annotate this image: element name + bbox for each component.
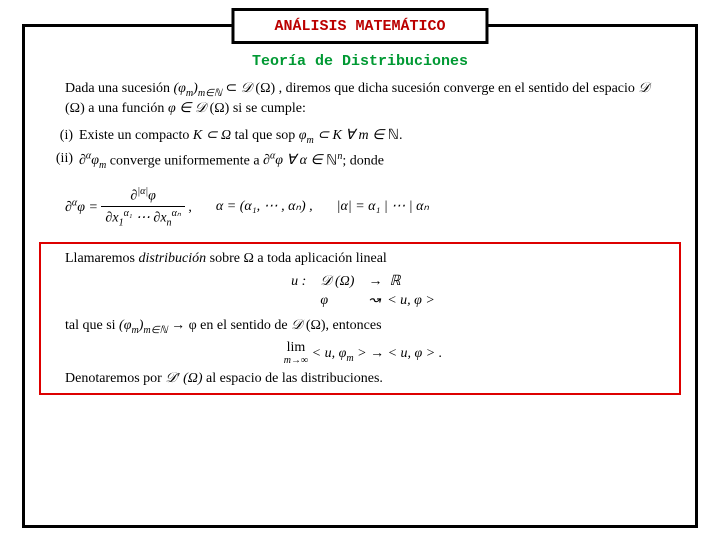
list-item: (ii) ∂αφm converge uniformemente a ∂αφ ∀… (45, 150, 675, 173)
derivative-formula: ∂αφ = ∂|α|φ ∂x1α₁ ⋯ ∂xnαₙ , α = (α₁, ⋯ ,… (35, 175, 685, 241)
intro-paragraph: Dada una sucesión (φm)m∈ℕ ⊂ 𝒟 (Ω) , dire… (35, 80, 685, 119)
math: (φm)m∈ℕ (173, 81, 222, 96)
math: (Ω) (252, 81, 279, 96)
math: 𝒟 (241, 81, 252, 96)
box-paragraph: tal que si (φm)m∈ℕ → φ en el sentido de … (65, 317, 661, 337)
box-paragraph: Llamaremos distribución sobre Ω a toda a… (65, 250, 661, 269)
title-box: ANÁLISIS MATEMÁTICO (231, 8, 488, 44)
text: a una función (88, 101, 168, 116)
outer-frame: Teoría de Distribuciones Dada una sucesi… (22, 24, 698, 528)
page-title: ANÁLISIS MATEMÁTICO (274, 18, 445, 35)
text: si se cumple: (233, 101, 306, 116)
list-body: Existe un compacto K ⊂ Ω tal que sop φm … (79, 127, 675, 147)
math: φ ∈ (168, 101, 195, 116)
formula-part: α = (α₁, ⋯ , αₙ) , (216, 198, 313, 217)
list-item: (i) Existe un compacto K ⊂ Ω tal que sop… (45, 127, 675, 147)
box-paragraph: Denotaremos por 𝒟′ (Ω) al espacio de las… (65, 370, 661, 389)
math: (Ω) (206, 101, 233, 116)
text: ⊂ (222, 81, 241, 96)
list-body: ∂αφm converge uniformemente a ∂αφ ∀ α ∈ … (79, 150, 675, 173)
formula-part: |α| = α₁ | ⋯ | αₙ (337, 198, 429, 217)
formula-part: ∂αφ = ∂|α|φ ∂x1α₁ ⋯ ∂xnαₙ , (65, 185, 192, 231)
math: 𝒟 (638, 81, 649, 96)
list-number: (ii) (45, 150, 79, 173)
definition-box: Llamaremos distribución sobre Ω a toda a… (39, 242, 681, 395)
conditions-list: (i) Existe un compacto K ⊂ Ω tal que sop… (35, 127, 685, 172)
subtitle: Teoría de Distribuciones (25, 53, 695, 70)
list-number: (i) (45, 127, 79, 147)
content-area: Dada una sucesión (φm)m∈ℕ ⊂ 𝒟 (Ω) , dire… (25, 80, 695, 401)
math: 𝒟 (195, 101, 206, 116)
mapping-display: u : 𝒟 (Ω) → ℝ φ ↝ < u, φ > (65, 273, 661, 311)
math: (Ω) (65, 101, 88, 116)
text: , diremos que dicha sucesión converge en… (279, 81, 639, 96)
text: Dada una sucesión (65, 81, 173, 96)
limit-display: limm→∞ < u, φm > → < u, φ > . (65, 341, 661, 366)
